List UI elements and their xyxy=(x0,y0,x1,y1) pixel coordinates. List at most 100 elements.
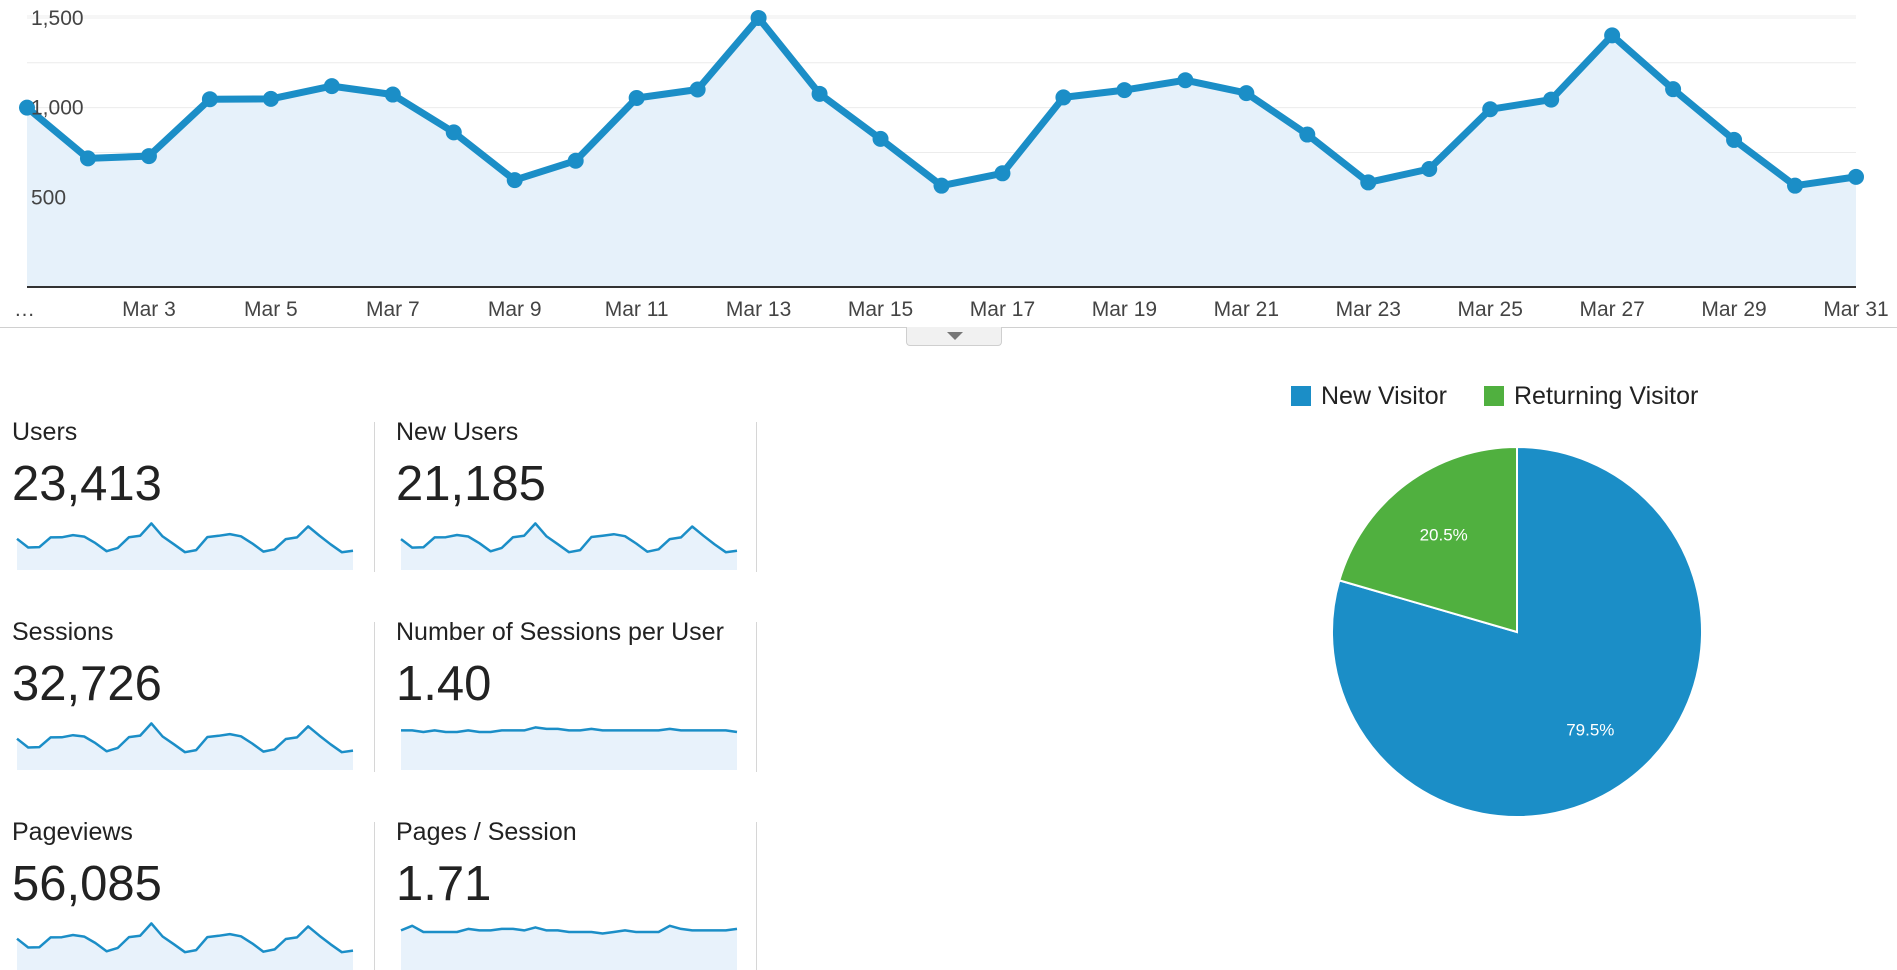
metric-separator xyxy=(756,822,757,970)
data-point[interactable] xyxy=(1787,177,1804,194)
x-tick-label: Mar 19 xyxy=(1092,298,1157,321)
data-point[interactable] xyxy=(567,152,584,169)
metric-value: 1.71 xyxy=(396,857,492,911)
data-point[interactable] xyxy=(1116,82,1133,99)
metric-users: Users 23,413 xyxy=(0,418,360,570)
data-point[interactable] xyxy=(872,130,889,147)
y-axis-ticks: 1,500 1,000 500 xyxy=(31,7,84,209)
metric-value: 1.40 xyxy=(396,657,492,711)
data-point[interactable] xyxy=(445,124,462,141)
data-point[interactable] xyxy=(262,90,279,107)
metric-label: Number of Sessions per User xyxy=(396,618,724,646)
data-point[interactable] xyxy=(1055,89,1072,106)
data-point[interactable] xyxy=(201,91,218,108)
metric-pages-per-session: Pages / Session 1.71 xyxy=(384,818,744,970)
x-tick-label: Mar 27 xyxy=(1579,298,1644,321)
metric-sparkline xyxy=(401,726,738,770)
y-tick-label: 1,500 xyxy=(31,7,84,30)
sparkline-area xyxy=(401,925,737,970)
chart-collapse-toggle[interactable] xyxy=(906,327,1002,346)
metric-value: 23,413 xyxy=(12,457,162,511)
metric-separator xyxy=(756,422,757,572)
metric-separator xyxy=(374,422,375,572)
data-point[interactable] xyxy=(1360,174,1377,191)
legend-label: Returning Visitor xyxy=(1514,382,1699,410)
data-point[interactable] xyxy=(1543,91,1560,108)
pie-slice-returning-visitor[interactable] xyxy=(1338,445,1518,634)
x-tick-label: Mar 11 xyxy=(605,298,669,321)
series-points xyxy=(19,9,1864,194)
metric-separator xyxy=(374,622,375,772)
series-area xyxy=(27,18,1856,287)
data-point[interactable] xyxy=(1177,72,1194,89)
x-tick-label: Mar 25 xyxy=(1458,298,1523,321)
legend-item-new-visitor[interactable]: New Visitor xyxy=(1291,382,1447,411)
sparkline-line xyxy=(16,722,354,754)
x-tick-label: Mar 9 xyxy=(488,298,542,321)
sparkline-area xyxy=(17,923,353,970)
x-tick-label: Mar 3 xyxy=(122,298,176,321)
data-point[interactable] xyxy=(994,165,1011,182)
metric-pageviews: Pageviews 56,085 xyxy=(0,818,360,970)
y-tick-label: 1,000 xyxy=(31,97,84,120)
sparkline-line xyxy=(16,922,354,954)
data-point[interactable] xyxy=(1848,168,1864,185)
data-point[interactable] xyxy=(628,89,645,106)
data-point[interactable] xyxy=(933,177,950,194)
legend-swatch xyxy=(1291,386,1311,406)
pie-slice-label: 79.5% xyxy=(1566,721,1614,740)
x-tick-label: Mar 15 xyxy=(848,298,913,321)
x-tick-label: Mar 31 xyxy=(1823,298,1888,321)
metric-value: 56,085 xyxy=(12,857,162,911)
metric-label: New Users xyxy=(396,418,519,446)
legend-label: New Visitor xyxy=(1321,382,1447,410)
sessions-line-chart: 1,500 1,000 500 … Mar 3 Mar 5 Mar 7 Mar 9 Mar 1… xyxy=(14,7,1889,321)
data-point[interactable] xyxy=(811,85,828,102)
sparkline-line xyxy=(400,522,738,554)
pie-slice-label: 20.5% xyxy=(1420,525,1468,544)
sparkline-area xyxy=(17,523,353,570)
metric-sparkline xyxy=(400,522,738,570)
x-tick-label: Mar 5 xyxy=(244,298,298,321)
x-tick-label: … xyxy=(14,298,35,321)
data-point[interactable] xyxy=(1665,81,1682,98)
data-point[interactable] xyxy=(1238,85,1255,102)
metric-sparkline xyxy=(16,722,354,770)
data-point[interactable] xyxy=(323,78,340,95)
data-point[interactable] xyxy=(79,150,96,167)
metric-label: Users xyxy=(12,418,78,446)
legend-swatch xyxy=(1484,386,1504,406)
data-point[interactable] xyxy=(384,86,401,103)
x-tick-label: Mar 21 xyxy=(1214,298,1279,321)
sparkline-line xyxy=(400,924,738,935)
visitor-type-pie-chart: 79.5% 20.5% xyxy=(1331,445,1703,818)
x-tick-label: Mar 17 xyxy=(970,298,1035,321)
x-tick-label: Mar 29 xyxy=(1701,298,1766,321)
metric-sparkline xyxy=(16,522,354,570)
data-point[interactable] xyxy=(689,81,706,98)
data-point[interactable] xyxy=(19,99,35,116)
metric-label: Sessions xyxy=(12,618,114,646)
metric-value: 21,185 xyxy=(396,457,546,511)
metric-new-users: New Users 21,185 xyxy=(384,418,744,570)
data-point[interactable] xyxy=(506,172,523,189)
x-tick-label: Mar 7 xyxy=(366,298,420,321)
metric-separator xyxy=(756,622,757,772)
metric-sessions: Sessions 32,726 xyxy=(0,618,360,770)
metric-value: 32,726 xyxy=(12,657,162,711)
y-tick-label: 500 xyxy=(31,186,66,209)
sparkline-area xyxy=(401,523,737,570)
data-point[interactable] xyxy=(1299,126,1316,143)
data-point[interactable] xyxy=(1726,131,1743,148)
legend-item-returning-visitor[interactable]: Returning Visitor xyxy=(1484,382,1698,411)
x-tick-label: Mar 23 xyxy=(1336,298,1401,321)
data-point[interactable] xyxy=(1482,101,1499,118)
metric-separator xyxy=(374,822,375,970)
data-point[interactable] xyxy=(140,148,157,165)
sparkline-line xyxy=(16,522,354,554)
metric-sparkline xyxy=(16,922,354,970)
data-point[interactable] xyxy=(1604,27,1621,44)
data-point[interactable] xyxy=(750,9,767,26)
sparkline-line xyxy=(401,726,738,734)
data-point[interactable] xyxy=(1421,160,1438,177)
